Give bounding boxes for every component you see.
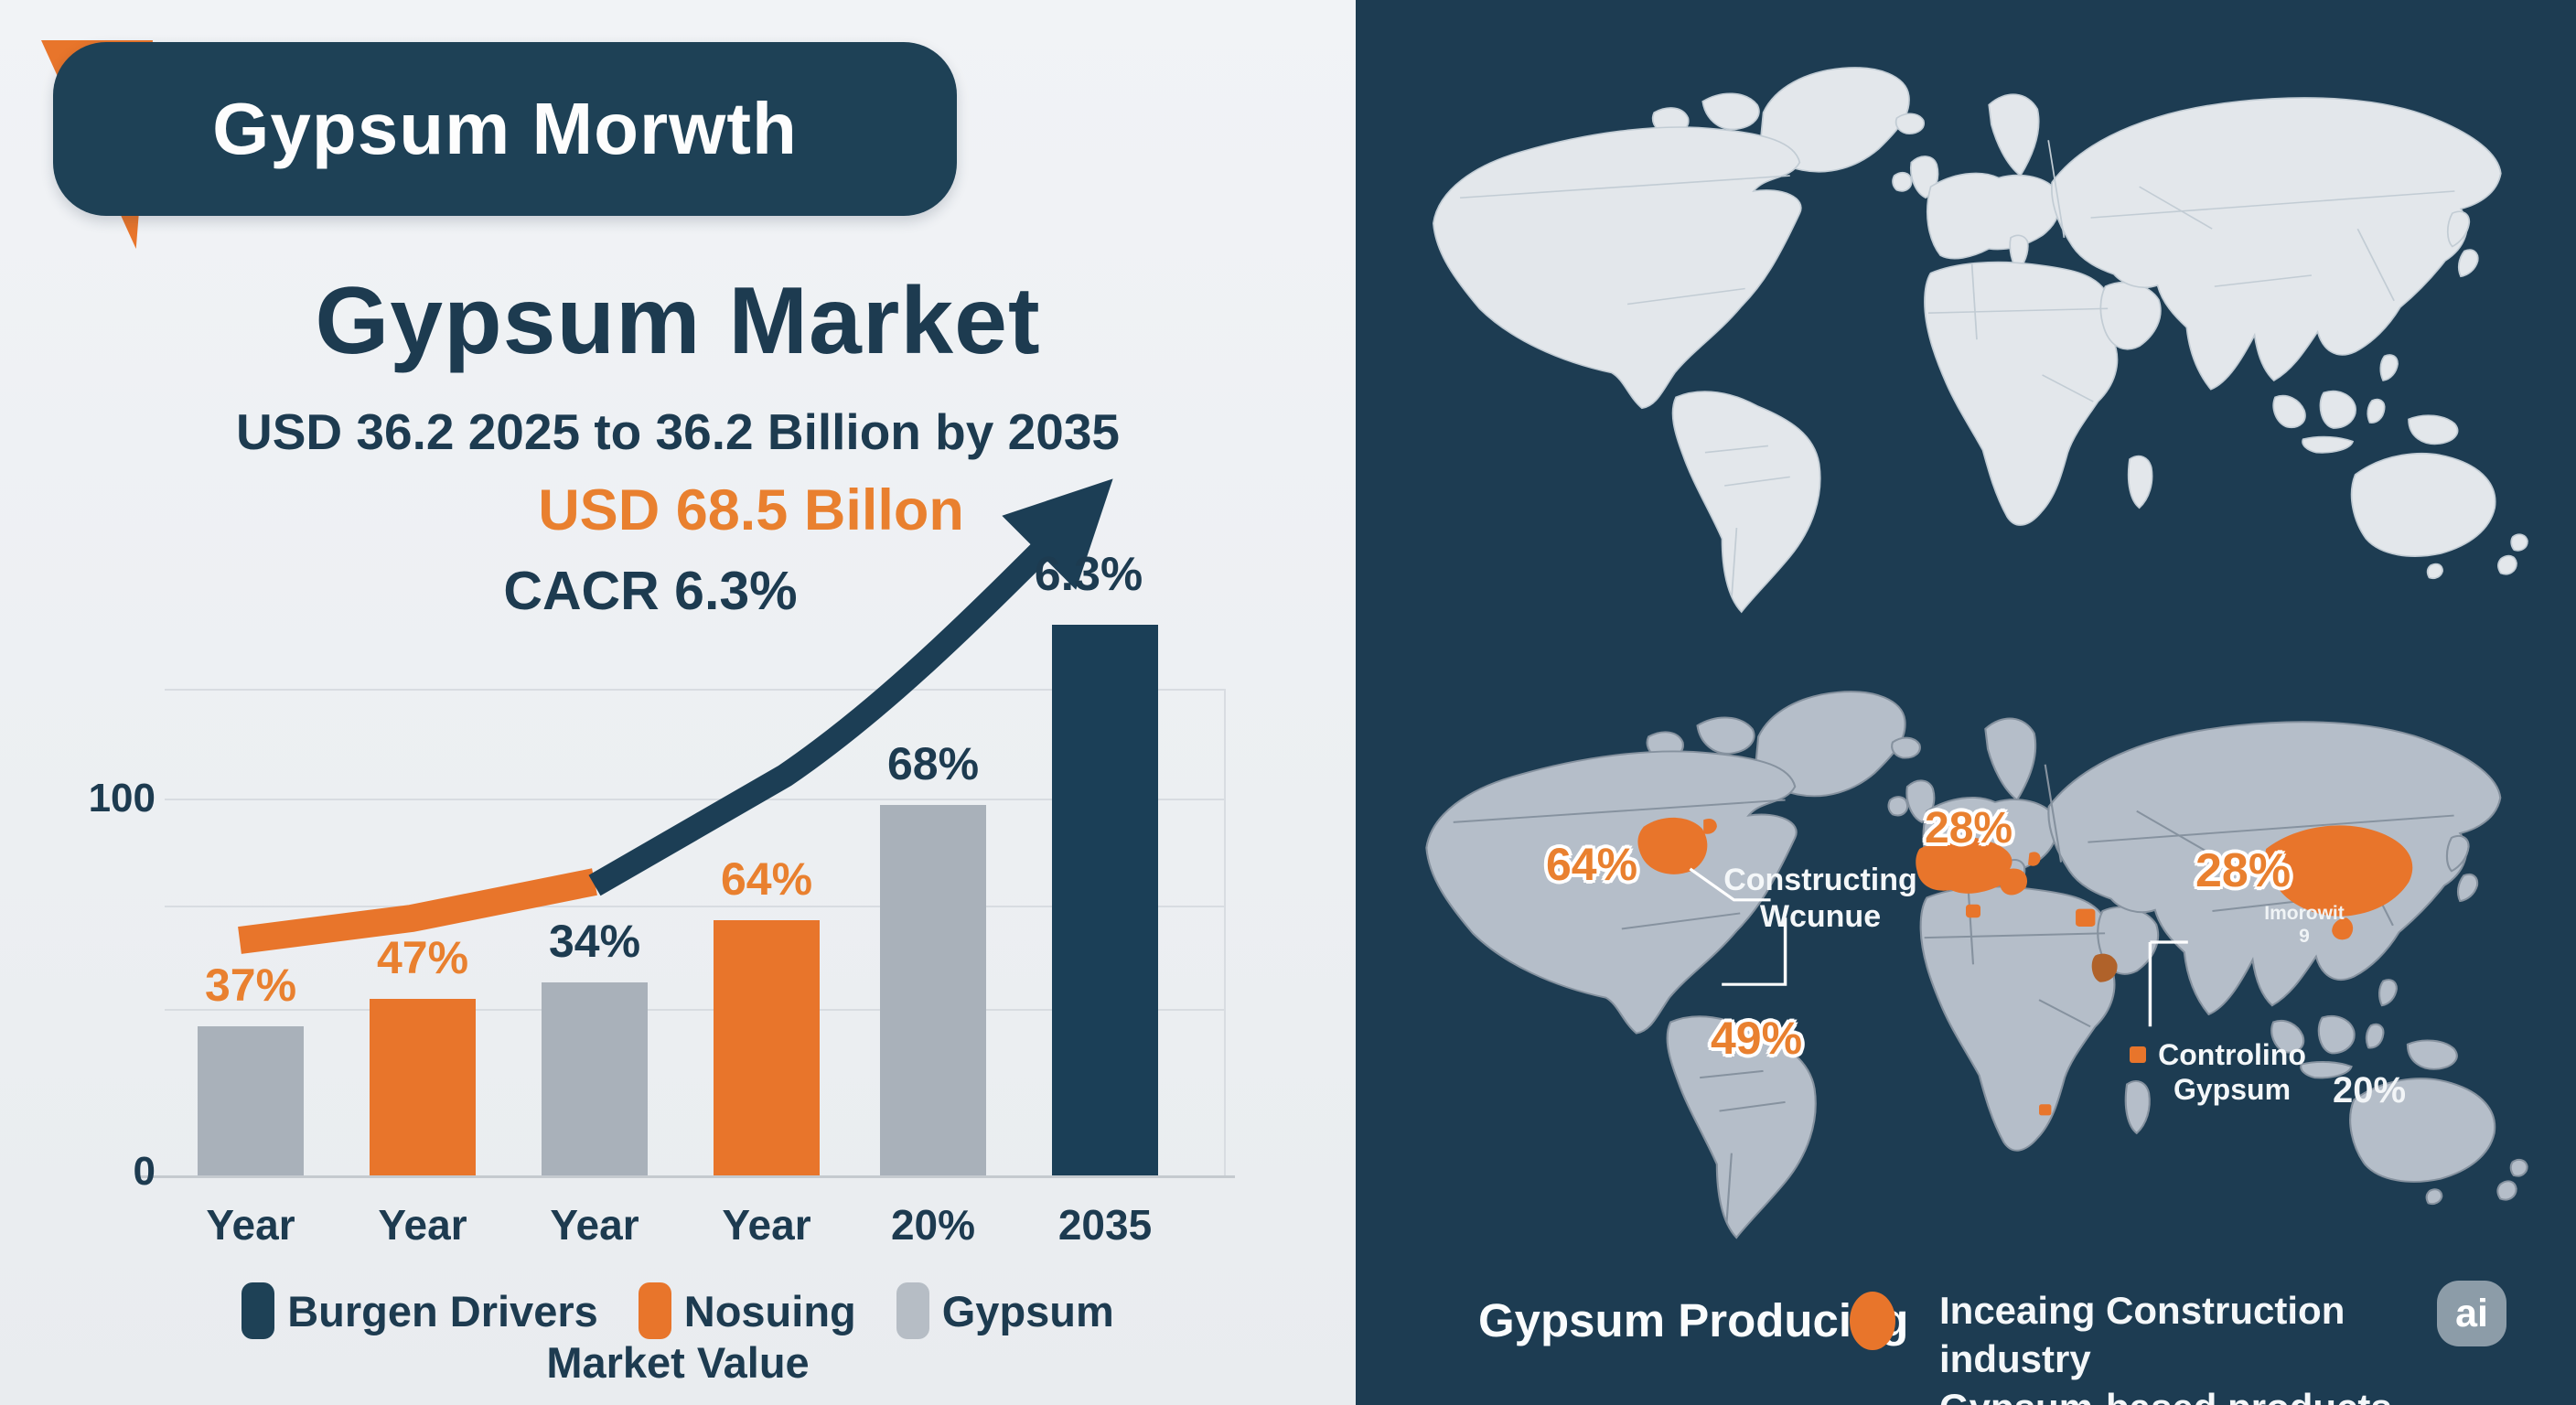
region-label-south-america: 49% xyxy=(1711,1013,1803,1064)
legend-item-burgen-drivers: Burgen Drivers xyxy=(242,1282,598,1339)
bar-label-5: 68% xyxy=(886,738,980,789)
ai-badge-label: ai xyxy=(2455,1291,2488,1335)
legend-label: Nosuing xyxy=(683,1286,856,1335)
gridline xyxy=(165,799,1224,800)
world-map-bottom xyxy=(1425,691,2528,1239)
bar-5 xyxy=(880,805,986,1175)
legend-item-gypsum: Gypsum xyxy=(896,1282,1114,1339)
callout-connector-lines xyxy=(1689,867,2188,1027)
legend-label: Gypsum xyxy=(941,1286,1114,1335)
callout-india-line2: Gypsum xyxy=(2173,1073,2292,1106)
y-axis-label-100: 100 xyxy=(88,776,156,820)
callout-us-line2: Wcunue xyxy=(1759,899,1882,934)
arrow-value-label: 6.3% xyxy=(1034,548,1143,601)
footer-line1: Inceaing Construction industry xyxy=(1939,1289,2345,1380)
bar-label-2: 47% xyxy=(376,932,469,983)
gridline xyxy=(165,1009,1224,1011)
footer-text: Inceaing Construction industry Gypsum-ba… xyxy=(1939,1286,2452,1405)
gridline xyxy=(165,689,1224,691)
x-label-5: 20% xyxy=(890,1201,976,1249)
x-label-3: Year xyxy=(550,1201,639,1249)
china-note-line2: 9 xyxy=(2299,926,2310,947)
callout-india-line1: Controlino xyxy=(2158,1038,2306,1071)
x-axis-line xyxy=(137,1175,1235,1178)
trend-arrow xyxy=(238,478,1113,954)
region-highlights xyxy=(1637,817,2413,1116)
page-title: Gypsum Market xyxy=(315,268,1041,374)
callout-india: Controlino Gypsum xyxy=(2150,1037,2314,1107)
gridline xyxy=(165,906,1224,907)
region-label-europe: 28% xyxy=(1925,804,2013,853)
map-panel: 64% 28% 28% 49% 20% Imorowit 9 Construct… xyxy=(1356,0,2576,1405)
china-note: Imorowit 9 xyxy=(2245,902,2364,948)
orange-dot-icon xyxy=(1850,1292,1895,1350)
region-label-australia: 20% xyxy=(2333,1070,2407,1110)
x-label-1: Year xyxy=(206,1201,295,1249)
y-axis-label-0: 0 xyxy=(133,1149,156,1194)
region-label-north-america: 64% xyxy=(1546,839,1638,890)
bar-3 xyxy=(542,982,648,1175)
footer-title: Gypsum Producing xyxy=(1478,1294,1909,1346)
chart-right-border xyxy=(1224,689,1226,1177)
title-banner: Gypsum Morwth xyxy=(53,42,957,216)
x-label-4: Year xyxy=(722,1201,811,1249)
legend-item-nosuing: Nosuing xyxy=(638,1282,856,1339)
callout-us-line1: Constructing xyxy=(1723,863,1917,897)
x-label-6: 2035 xyxy=(1057,1201,1153,1249)
orange-square-icon xyxy=(2130,1046,2146,1063)
bar-6 xyxy=(1052,625,1158,1175)
legend-label: Burgen Drivers xyxy=(287,1286,598,1335)
world-map-top xyxy=(1433,67,2528,613)
orange-swatch-icon xyxy=(638,1282,671,1339)
bar-label-3: 34% xyxy=(548,916,641,967)
chart-legend: Burgen Drivers Nosuing Gypsum xyxy=(0,1282,1356,1339)
footer-line2: Gypsum-based products xyxy=(1939,1383,2452,1405)
x-label-2: Year xyxy=(378,1201,467,1249)
highlight-value: USD 68.5 Billon xyxy=(538,478,964,542)
banner-title: Gypsum Morwth xyxy=(212,88,798,169)
navy-swatch-icon xyxy=(242,1282,275,1339)
region-label-china: 28% xyxy=(2195,844,2292,897)
bar-label-1: 37% xyxy=(204,960,297,1011)
bar-label-4: 64% xyxy=(720,853,813,905)
bar-2 xyxy=(370,999,476,1175)
bar-1 xyxy=(198,1026,304,1175)
legend-caption: Market Value xyxy=(546,1338,810,1387)
bar-4 xyxy=(714,920,820,1175)
gray-swatch-icon xyxy=(896,1282,929,1339)
ai-badge: ai xyxy=(2437,1281,2506,1346)
callout-us: Constructing Wcunue xyxy=(1720,862,1921,935)
subtitle: USD 36.2 2025 to 36.2 Billion by 2035 xyxy=(235,403,1121,460)
china-note-line1: Imorowit xyxy=(2264,903,2345,924)
cagr-value: CACR 6.3% xyxy=(503,561,798,621)
